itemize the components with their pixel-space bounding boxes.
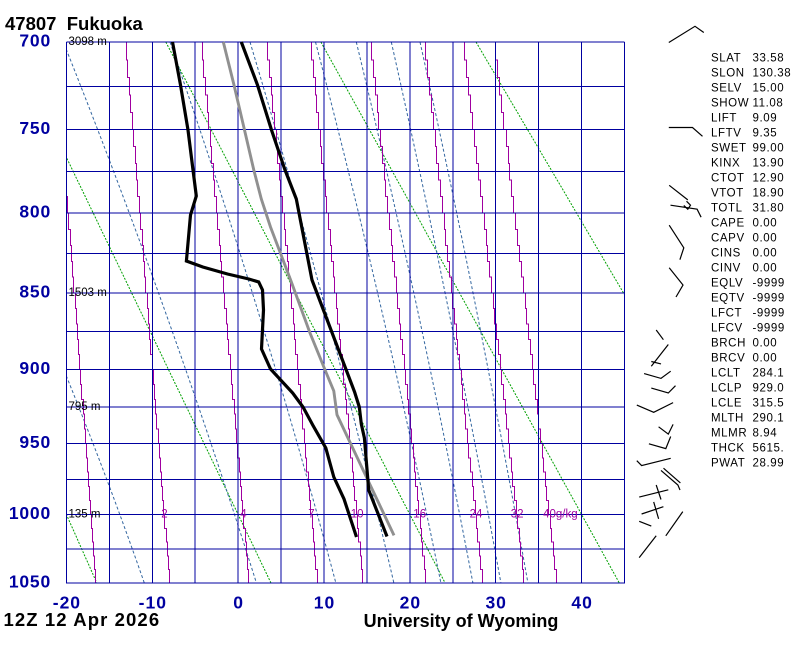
svg-text:4: 4 bbox=[240, 509, 247, 521]
svg-text:EQLV: EQLV bbox=[711, 277, 743, 289]
svg-text:LCLE: LCLE bbox=[711, 397, 742, 409]
svg-text:-9999: -9999 bbox=[753, 322, 785, 334]
svg-text:CAPE: CAPE bbox=[711, 217, 745, 229]
svg-text:-20: -20 bbox=[53, 593, 81, 613]
svg-text:0.00: 0.00 bbox=[753, 352, 778, 364]
svg-text:800: 800 bbox=[19, 202, 51, 222]
svg-text:290.1: 290.1 bbox=[753, 412, 785, 424]
svg-text:LCLT: LCLT bbox=[711, 367, 741, 379]
svg-text:12.90: 12.90 bbox=[753, 172, 785, 184]
svg-text:SHOW: SHOW bbox=[711, 97, 749, 109]
svg-text:32: 32 bbox=[511, 509, 524, 521]
svg-text:10: 10 bbox=[351, 509, 364, 521]
svg-text:LCLP: LCLP bbox=[711, 382, 742, 394]
svg-text:9.09: 9.09 bbox=[753, 112, 778, 124]
svg-text:0.00: 0.00 bbox=[753, 337, 778, 349]
svg-text:2: 2 bbox=[161, 509, 167, 521]
svg-text:PWAT: PWAT bbox=[711, 457, 745, 469]
svg-text:SELV: SELV bbox=[711, 82, 742, 94]
svg-text:VTOT: VTOT bbox=[711, 187, 744, 199]
svg-text:-9999: -9999 bbox=[753, 292, 785, 304]
svg-text:EQTV: EQTV bbox=[711, 292, 745, 304]
svg-text:135 m: 135 m bbox=[69, 509, 101, 521]
svg-text:1050: 1050 bbox=[9, 572, 51, 592]
svg-text:BRCV: BRCV bbox=[711, 352, 745, 364]
svg-text:-10: -10 bbox=[139, 593, 167, 613]
svg-text:-9999: -9999 bbox=[753, 307, 785, 319]
svg-text:31.80: 31.80 bbox=[753, 202, 785, 214]
svg-text:LFTV: LFTV bbox=[711, 127, 742, 139]
svg-text:700: 700 bbox=[19, 31, 51, 51]
svg-text:28.99: 28.99 bbox=[753, 457, 785, 469]
svg-text:750: 750 bbox=[19, 118, 51, 138]
svg-text:5615.: 5615. bbox=[753, 442, 785, 454]
svg-text:40: 40 bbox=[571, 593, 592, 613]
svg-text:THCK: THCK bbox=[711, 442, 745, 454]
svg-text:99.00: 99.00 bbox=[753, 142, 785, 154]
svg-text:7: 7 bbox=[308, 509, 314, 521]
svg-text:11.08: 11.08 bbox=[753, 97, 784, 109]
svg-text:CINS: CINS bbox=[711, 247, 741, 259]
svg-text:SWET: SWET bbox=[711, 142, 747, 154]
svg-text:CINV: CINV bbox=[711, 262, 741, 274]
svg-text:MLTH: MLTH bbox=[711, 412, 744, 424]
svg-text:-9999: -9999 bbox=[753, 277, 785, 289]
svg-text:47807 Fukuoka: 47807 Fukuoka bbox=[5, 13, 144, 34]
svg-text:0.00: 0.00 bbox=[753, 232, 778, 244]
svg-text:3098 m: 3098 m bbox=[69, 36, 107, 48]
svg-text:0.00: 0.00 bbox=[753, 262, 778, 274]
svg-text:130.38: 130.38 bbox=[753, 67, 792, 79]
svg-text:8.94: 8.94 bbox=[753, 427, 778, 439]
svg-text:TOTL: TOTL bbox=[711, 202, 743, 214]
svg-text:9.35: 9.35 bbox=[753, 127, 778, 139]
svg-text:0.00: 0.00 bbox=[753, 217, 778, 229]
svg-text:33.58: 33.58 bbox=[753, 52, 785, 64]
svg-text:0.00: 0.00 bbox=[753, 247, 778, 259]
svg-text:950: 950 bbox=[19, 432, 51, 452]
svg-text:16: 16 bbox=[413, 509, 426, 521]
svg-text:1000: 1000 bbox=[9, 503, 51, 523]
svg-text:10: 10 bbox=[314, 593, 335, 613]
svg-text:CAPV: CAPV bbox=[711, 232, 745, 244]
svg-text:LIFT: LIFT bbox=[711, 112, 737, 124]
svg-text:30: 30 bbox=[485, 593, 506, 613]
svg-text:18.90: 18.90 bbox=[753, 187, 785, 199]
svg-text:315.5: 315.5 bbox=[753, 397, 785, 409]
svg-text:0: 0 bbox=[233, 593, 244, 613]
svg-text:24: 24 bbox=[470, 509, 483, 521]
svg-text:MLMR: MLMR bbox=[711, 427, 747, 439]
svg-text:13.90: 13.90 bbox=[753, 157, 785, 169]
svg-text:20: 20 bbox=[400, 593, 421, 613]
svg-text:LFCV: LFCV bbox=[711, 322, 743, 334]
svg-text:BRCH: BRCH bbox=[711, 337, 746, 349]
svg-text:University of Wyoming: University of Wyoming bbox=[364, 611, 559, 631]
svg-text:40g/kg: 40g/kg bbox=[543, 509, 578, 521]
svg-text:929.0: 929.0 bbox=[753, 382, 785, 394]
svg-text:12Z 12 Apr 2026: 12Z 12 Apr 2026 bbox=[4, 609, 161, 630]
svg-text:SLAT: SLAT bbox=[711, 52, 741, 64]
svg-text:795 m: 795 m bbox=[69, 401, 101, 413]
svg-text:15.00: 15.00 bbox=[753, 82, 785, 94]
svg-text:284.1: 284.1 bbox=[753, 367, 785, 379]
svg-text:SLON: SLON bbox=[711, 67, 745, 79]
svg-text:CTOT: CTOT bbox=[711, 172, 745, 184]
svg-text:KINX: KINX bbox=[711, 157, 740, 169]
svg-text:900: 900 bbox=[19, 358, 51, 378]
svg-text:LFCT: LFCT bbox=[711, 307, 742, 319]
svg-text:1503 m: 1503 m bbox=[69, 287, 107, 299]
svg-text:850: 850 bbox=[19, 281, 51, 301]
